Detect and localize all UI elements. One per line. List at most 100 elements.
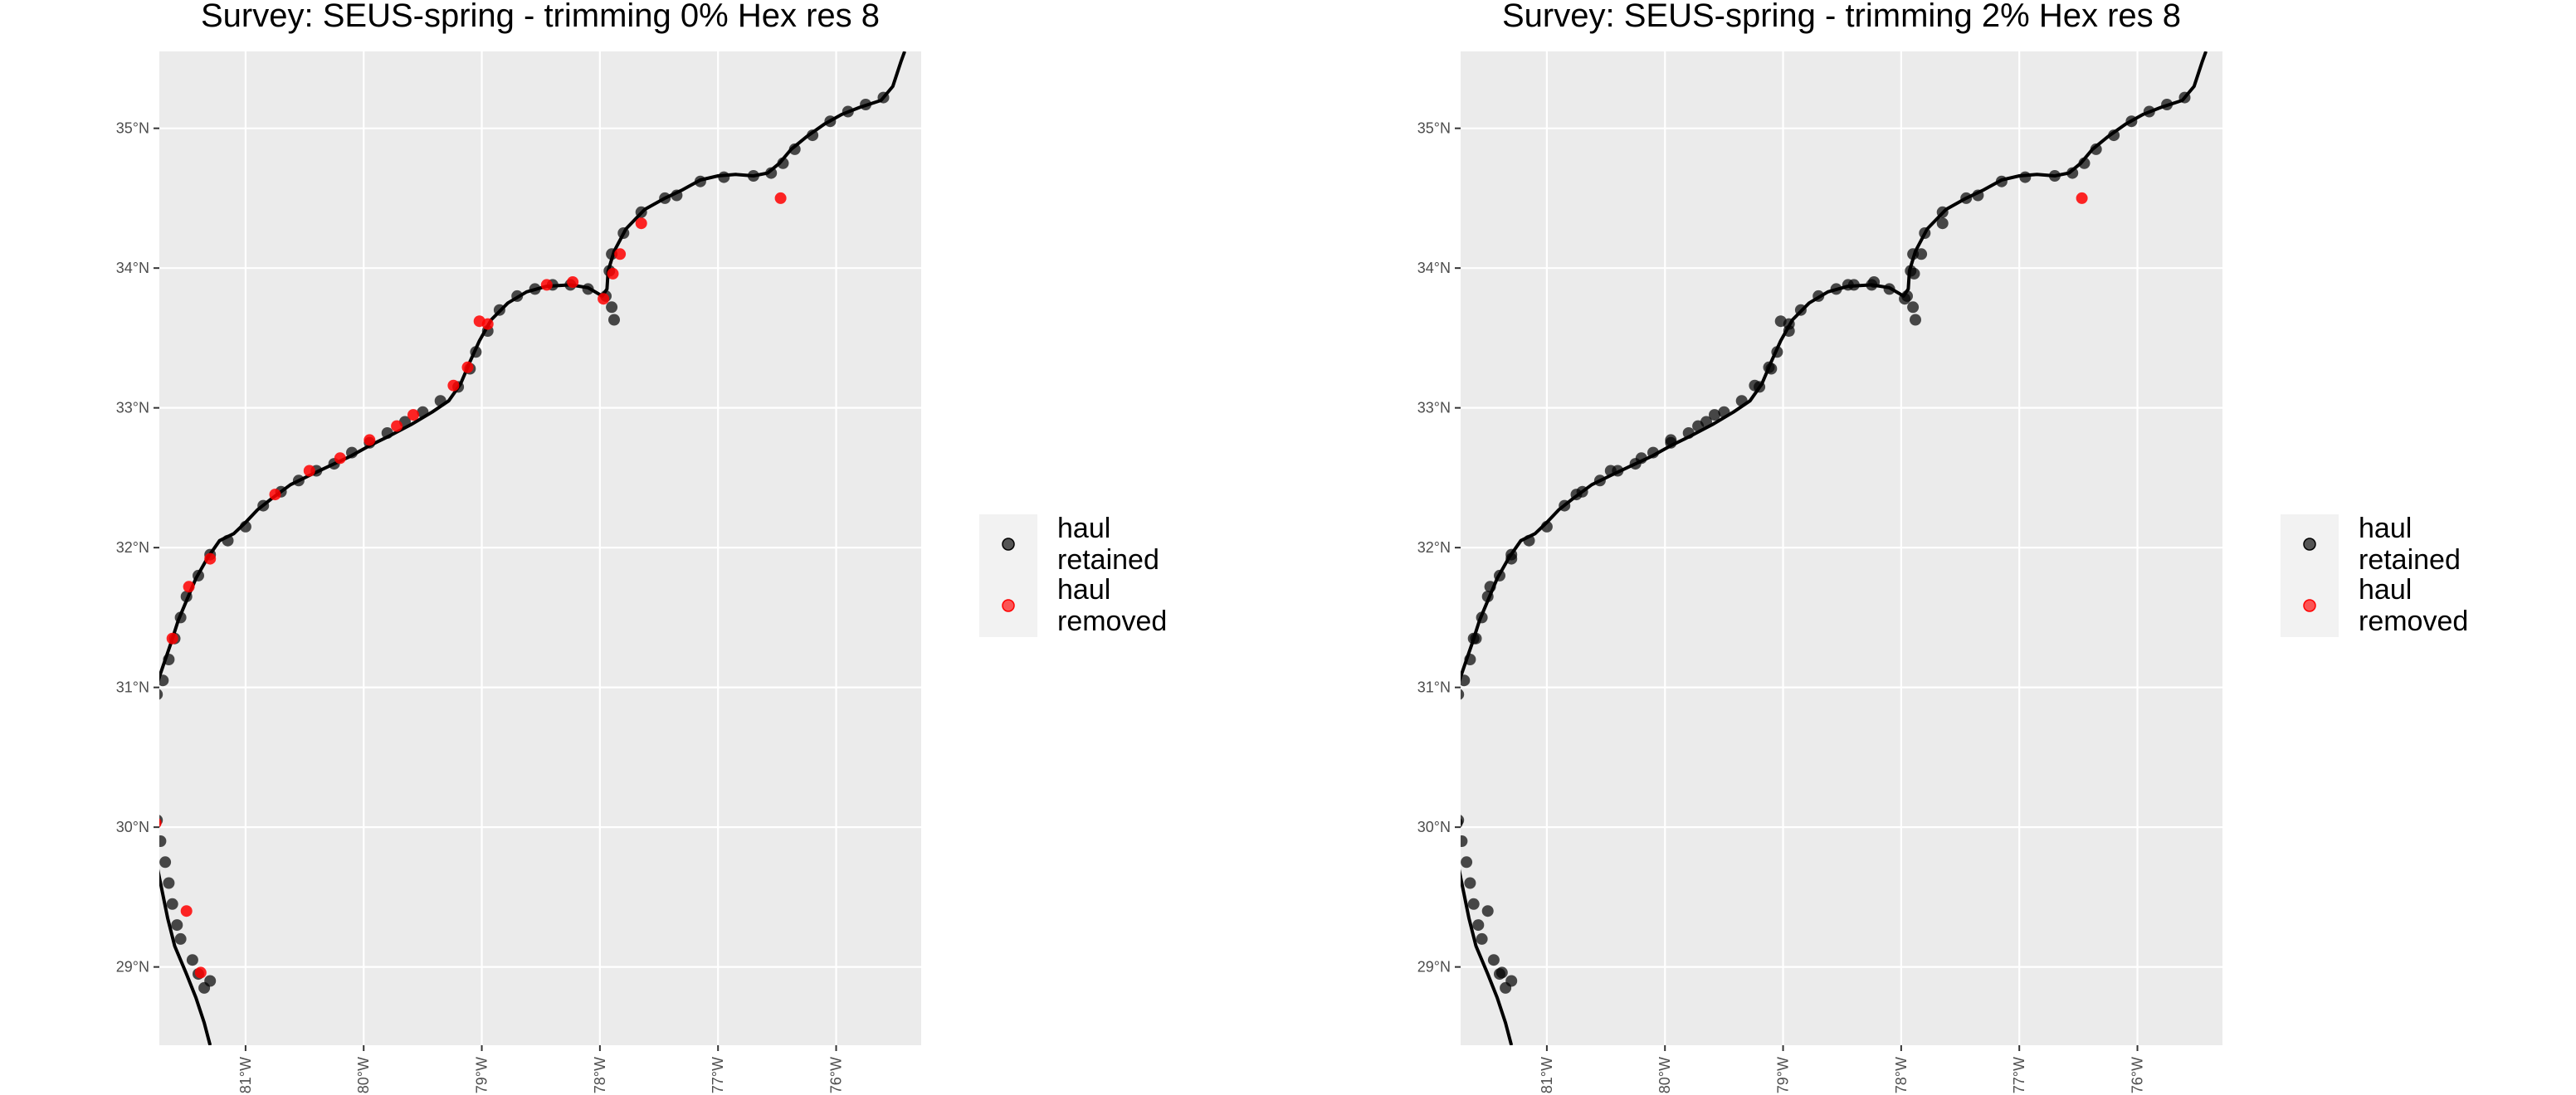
haul-retained-point <box>239 520 251 533</box>
y-tick-label: 35°N <box>116 120 149 137</box>
haul-retained-point <box>1461 818 1463 828</box>
y-tick-label: 31°N <box>116 679 149 696</box>
haul-retained-point <box>1448 786 1460 798</box>
chart-title: Survey: SEUS-spring - trimming 2% Hex re… <box>1502 0 2181 34</box>
haul-retained-point <box>143 737 154 749</box>
y-tick-label: 33°N <box>1417 400 1451 416</box>
y-tick-label: 33°N <box>116 400 149 416</box>
haul-retained-point <box>434 395 446 407</box>
haul-retained-point <box>1487 954 1500 966</box>
haul-removed-point <box>180 905 193 917</box>
haul-retained-point <box>1771 346 1783 358</box>
haul-removed-point <box>194 966 207 979</box>
haul-retained-point <box>292 474 305 487</box>
legend-key-retained <box>1002 538 1015 551</box>
haul-retained-point <box>193 569 204 582</box>
haul-retained-point <box>1604 465 1617 477</box>
legend-label: removed <box>2359 606 2468 637</box>
haul-retained-point <box>1907 248 1920 260</box>
haul-retained-point <box>1709 409 1720 421</box>
haul-retained-point <box>163 877 175 889</box>
x-tick-label: 80°W <box>355 1057 372 1093</box>
legend-key-retained <box>2303 538 2316 551</box>
haul-retained-point <box>777 157 789 169</box>
legend-label: haul <box>1057 574 1110 606</box>
legend-label: retained <box>1057 544 1159 576</box>
haul-retained-point <box>659 192 671 204</box>
haul-removed-point <box>183 581 195 593</box>
haul-retained-point <box>2066 167 2079 179</box>
x-tick-label: 77°W <box>710 1057 726 1093</box>
haul-retained-point <box>1908 267 1920 280</box>
haul-removed-point <box>461 361 474 373</box>
y-tick-label: 32°N <box>116 539 149 556</box>
haul-retained-point <box>1735 395 1748 407</box>
haul-retained-point <box>145 766 157 777</box>
haul-retained-point <box>765 167 778 179</box>
haul-retained-point <box>860 99 872 110</box>
haul-retained-point <box>1449 793 1461 805</box>
haul-retained-point <box>1842 279 1854 291</box>
haul-retained-point <box>1915 248 1928 260</box>
haul-removed-point <box>2076 192 2088 204</box>
haul-retained-point <box>381 427 393 439</box>
legend-key-background <box>2281 514 2339 637</box>
haul-retained-point <box>1505 552 1518 565</box>
haul-retained-point <box>417 406 429 418</box>
haul-retained-point <box>493 304 505 316</box>
haul-retained-point <box>159 674 169 687</box>
haul-retained-point <box>1484 581 1496 593</box>
haul-removed-point <box>774 192 787 204</box>
legend-key-background <box>979 514 1037 637</box>
y-tick-label: 30°N <box>116 819 149 835</box>
haul-retained-point <box>1446 758 1457 770</box>
haul-retained-point <box>470 346 482 358</box>
haul-retained-point <box>180 591 193 603</box>
haul-retained-point <box>1444 737 1456 749</box>
haul-retained-point <box>1812 290 1825 302</box>
haul-retained-point <box>842 105 854 118</box>
y-tick-label: 29°N <box>116 959 149 976</box>
haul-retained-point <box>824 115 837 128</box>
haul-removed-point <box>166 632 178 645</box>
haul-retained-point <box>1461 835 1468 847</box>
y-tick-label: 35°N <box>1417 120 1451 137</box>
haul-retained-point <box>2125 115 2138 128</box>
haul-retained-point <box>1960 192 1973 204</box>
haul-retained-point <box>1461 856 1473 869</box>
haul-retained-point <box>2019 171 2032 183</box>
haul-retained-point <box>1447 766 1458 777</box>
haul-retained-point <box>159 856 172 869</box>
haul-retained-point <box>159 689 163 700</box>
haul-retained-point <box>1494 569 1505 582</box>
x-tick-label: 76°W <box>2130 1057 2146 1093</box>
haul-retained-point <box>1559 499 1571 512</box>
haul-removed-point <box>598 293 610 305</box>
haul-retained-point <box>2078 157 2091 169</box>
haul-retained-point <box>2090 143 2102 155</box>
y-tick-label: 31°N <box>1417 679 1451 696</box>
x-tick-label: 80°W <box>1656 1057 1673 1093</box>
haul-removed-point <box>204 552 217 565</box>
haul-retained-point <box>617 227 630 239</box>
haul-retained-point <box>145 709 157 721</box>
haul-removed-point <box>391 420 403 432</box>
haul-retained-point <box>1447 709 1458 721</box>
haul-retained-point <box>171 919 183 932</box>
haul-retained-point <box>1718 406 1730 418</box>
haul-removed-point <box>567 276 579 288</box>
haul-retained-point <box>788 143 801 155</box>
haul-retained-point <box>1505 975 1518 987</box>
haul-retained-point <box>222 534 234 547</box>
haul-removed-point <box>334 452 346 465</box>
haul-retained-point <box>608 314 620 326</box>
haul-retained-point <box>1868 276 1881 288</box>
haul-removed-point <box>147 786 159 798</box>
haul-retained-point <box>1476 932 1488 945</box>
legend-label: removed <box>1057 606 1167 637</box>
haul-retained-point <box>166 898 178 910</box>
y-tick-label: 29°N <box>1417 959 1451 976</box>
haul-removed-point <box>269 489 281 501</box>
haul-retained-point <box>1570 489 1583 501</box>
haul-retained-point <box>1467 898 1480 910</box>
